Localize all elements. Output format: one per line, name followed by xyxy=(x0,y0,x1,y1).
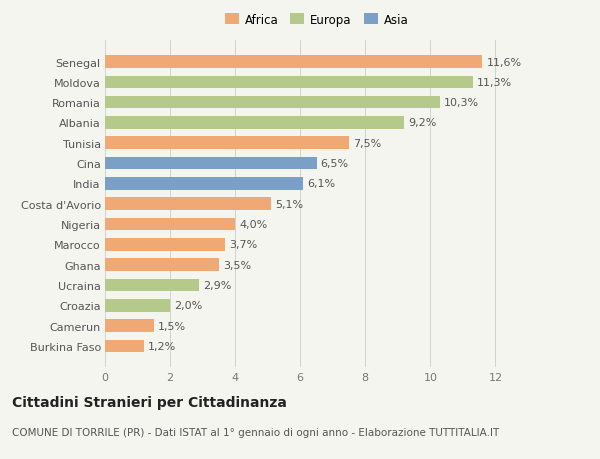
Bar xyxy=(105,239,226,251)
Text: 11,6%: 11,6% xyxy=(487,57,521,67)
Bar xyxy=(105,157,317,170)
Text: 7,5%: 7,5% xyxy=(353,139,381,148)
Text: Cittadini Stranieri per Cittadinanza: Cittadini Stranieri per Cittadinanza xyxy=(12,395,287,409)
Text: 6,1%: 6,1% xyxy=(307,179,335,189)
Bar xyxy=(105,340,144,353)
Bar xyxy=(105,56,482,69)
Bar xyxy=(105,117,404,129)
Text: 1,2%: 1,2% xyxy=(148,341,176,351)
Bar xyxy=(105,218,235,231)
Bar xyxy=(105,198,271,211)
Text: 2,9%: 2,9% xyxy=(203,280,232,290)
Text: 11,3%: 11,3% xyxy=(476,78,512,88)
Bar xyxy=(105,279,199,291)
Bar xyxy=(105,178,304,190)
Bar xyxy=(105,97,440,109)
Legend: Africa, Europa, Asia: Africa, Europa, Asia xyxy=(222,11,411,29)
Bar xyxy=(105,299,170,312)
Text: 3,7%: 3,7% xyxy=(229,240,257,250)
Text: 6,5%: 6,5% xyxy=(320,159,349,169)
Bar xyxy=(105,319,154,332)
Text: 1,5%: 1,5% xyxy=(158,321,186,331)
Text: 2,0%: 2,0% xyxy=(174,301,202,311)
Bar xyxy=(105,76,473,89)
Text: 4,0%: 4,0% xyxy=(239,219,268,230)
Text: 10,3%: 10,3% xyxy=(444,98,479,108)
Text: COMUNE DI TORRILE (PR) - Dati ISTAT al 1° gennaio di ogni anno - Elaborazione TU: COMUNE DI TORRILE (PR) - Dati ISTAT al 1… xyxy=(12,427,499,437)
Text: 9,2%: 9,2% xyxy=(408,118,437,128)
Text: 3,5%: 3,5% xyxy=(223,260,251,270)
Text: 5,1%: 5,1% xyxy=(275,199,303,209)
Bar xyxy=(105,259,219,271)
Bar xyxy=(105,137,349,150)
